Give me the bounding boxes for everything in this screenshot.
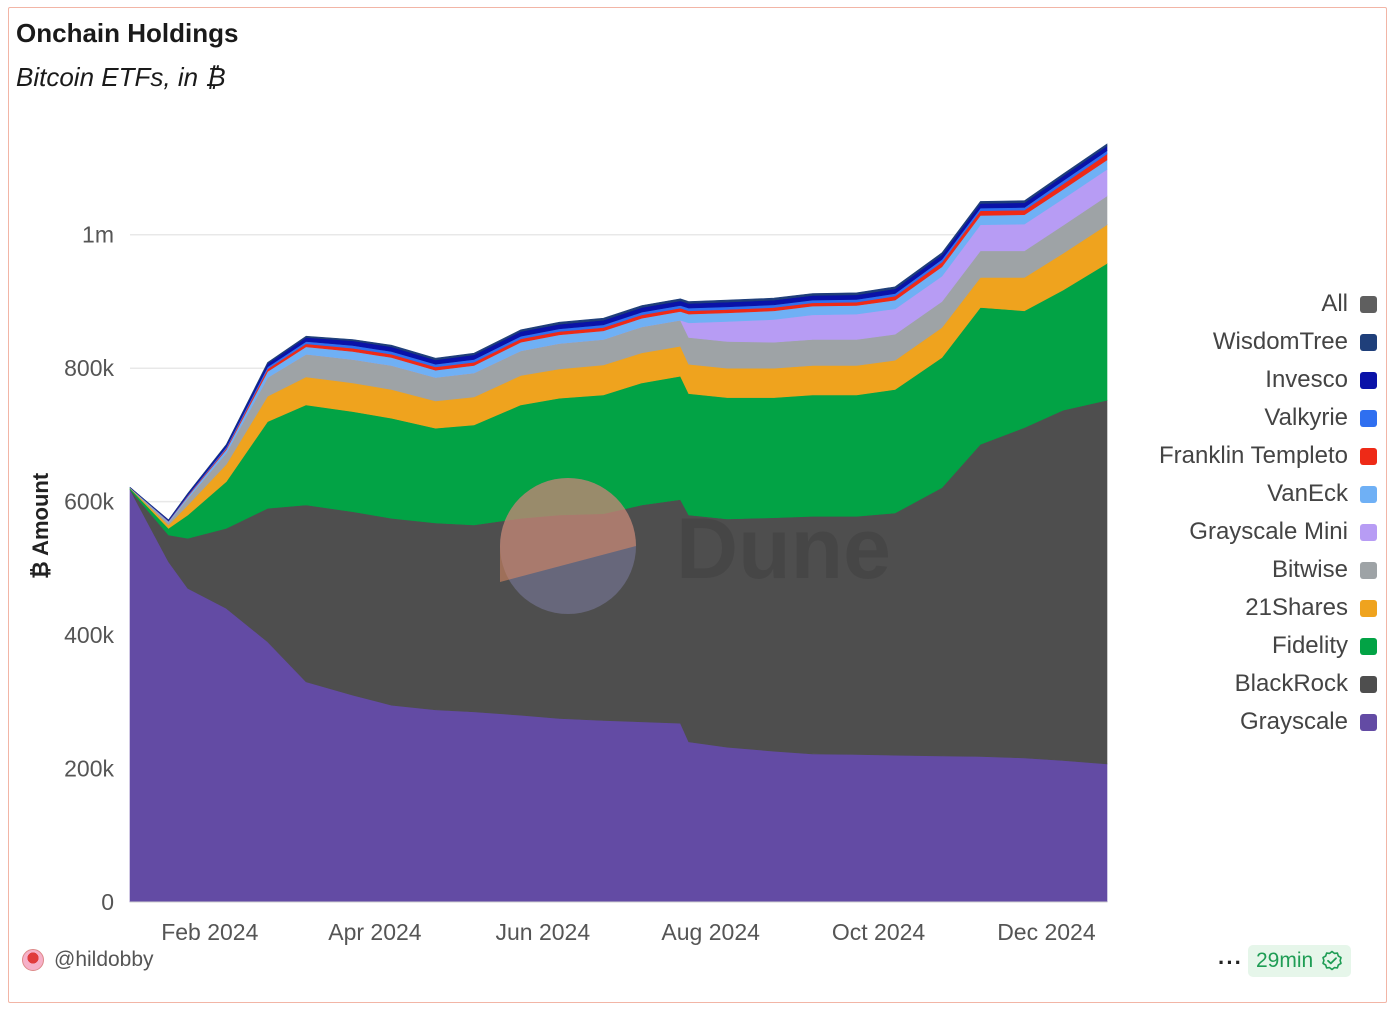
legend-swatch — [1360, 637, 1377, 655]
chart-legend: All WisdomTree Invesco Valkyrie Franklin Tem… — [1159, 285, 1377, 741]
legend-swatch — [1360, 523, 1377, 541]
watermark-text: Dune — [676, 501, 891, 597]
x-tick-label: Aug 2024 — [661, 919, 760, 945]
legend-label: Bitwise — [1271, 556, 1348, 583]
verified-check-icon — [1322, 950, 1343, 971]
legend-item-grayscale-mini[interactable]: Grayscale Mini — [1159, 513, 1377, 551]
x-tick-label: Oct 2024 — [832, 919, 926, 945]
legend-swatch — [1360, 447, 1377, 465]
legend-label: Invesco — [1265, 366, 1348, 393]
legend-item-blackrock[interactable]: BlackRock — [1159, 665, 1377, 703]
legend-swatch — [1360, 485, 1377, 503]
y-tick-label: 1m — [82, 222, 114, 248]
legend-swatch — [1360, 561, 1377, 579]
legend-label: All — [1321, 290, 1348, 317]
legend-item-all[interactable]: All — [1159, 285, 1377, 323]
legend-item-21shares[interactable]: 21Shares — [1159, 589, 1377, 627]
legend-label: Grayscale Mini — [1189, 518, 1348, 545]
legend-item-valkyrie[interactable]: Valkyrie — [1159, 399, 1377, 437]
axes: ₿ Amount 0 200k 400k 600k 800k 1m Feb 2024 Apr … — [28, 222, 1107, 945]
legend-label: Grayscale — [1239, 708, 1348, 735]
refresh-time: 29min — [1256, 949, 1314, 972]
y-tick-label: 800k — [64, 355, 114, 381]
x-tick-label: Apr 2024 — [328, 919, 422, 945]
author[interactable]: @hildobby — [22, 948, 154, 972]
legend-label: VanEck — [1267, 480, 1348, 507]
legend-swatch — [1360, 409, 1377, 427]
legend-item-grayscale[interactable]: Grayscale — [1159, 703, 1377, 741]
y-tick-label: 0 — [101, 889, 114, 915]
legend-swatch — [1360, 599, 1377, 617]
chart-title: Onchain Holdings — [16, 18, 239, 48]
legend-swatch — [1360, 371, 1377, 389]
legend-label: 21Shares — [1245, 594, 1348, 621]
y-tick-label: 200k — [64, 756, 114, 782]
dune-logo-icon — [500, 478, 636, 614]
legend-swatch — [1360, 713, 1377, 731]
legend-swatch — [1360, 295, 1377, 313]
legend-swatch — [1360, 333, 1377, 351]
legend-label: Franklin Templeto — [1159, 442, 1348, 469]
y-tick-label: 400k — [64, 622, 114, 648]
legend-label: Fidelity — [1271, 632, 1348, 659]
avatar — [22, 949, 44, 971]
x-tick-label: Jun 2024 — [495, 919, 590, 945]
legend-label: Valkyrie — [1264, 404, 1348, 431]
y-tick-label: 600k — [64, 489, 114, 515]
area-wisdomtree[interactable] — [129, 143, 1108, 521]
legend-item-vaneck[interactable]: VanEck — [1159, 475, 1377, 513]
legend-label: BlackRock — [1234, 670, 1348, 697]
x-tick-label: Feb 2024 — [161, 919, 258, 945]
legend-item-fidelity[interactable]: Fidelity — [1159, 627, 1377, 665]
more-options-button[interactable]: ··· — [1218, 950, 1243, 975]
x-tick-label: Dec 2024 — [997, 919, 1096, 945]
chart-subtitle: Bitcoin ETFs, in ₿ — [16, 62, 226, 92]
legend-swatch — [1360, 675, 1377, 693]
legend-label: WisdomTree — [1212, 328, 1348, 355]
legend-item-wisdomtree[interactable]: WisdomTree — [1159, 323, 1377, 361]
author-username: @hildobby — [54, 948, 154, 971]
y-axis-label: ₿ Amount — [28, 472, 53, 579]
legend-item-invesco[interactable]: Invesco — [1159, 361, 1377, 399]
legend-item-franklin-templeto[interactable]: Franklin Templeto — [1159, 437, 1377, 475]
refresh-badge[interactable]: 29min — [1248, 945, 1352, 977]
legend-item-bitwise[interactable]: Bitwise — [1159, 551, 1377, 589]
dune-watermark: Dune — [500, 478, 891, 614]
